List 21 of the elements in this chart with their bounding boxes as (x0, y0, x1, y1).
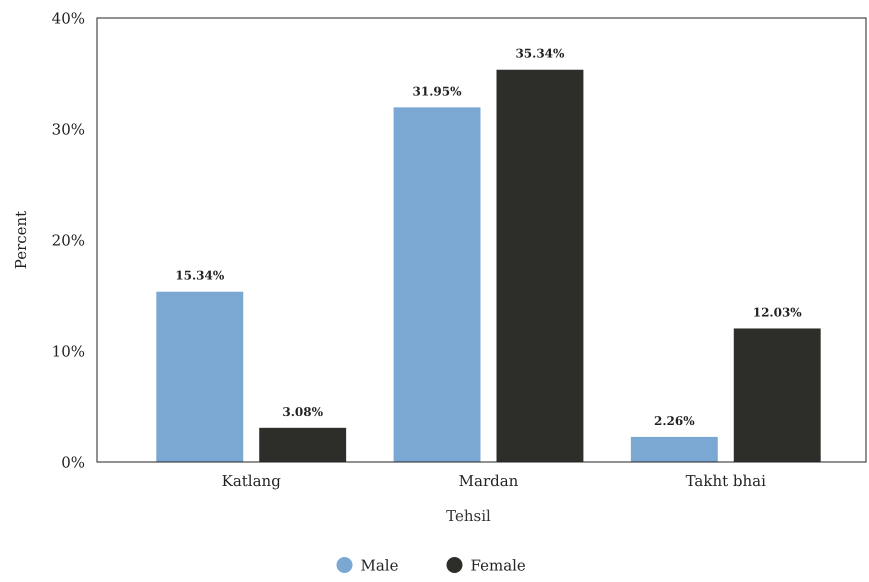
y-tick-label: 0% (61, 453, 85, 472)
x-tick-label: Katlang (222, 472, 282, 490)
x-tick-label: Takht bhai (686, 472, 766, 490)
y-tick-label: 10% (52, 342, 85, 360)
legend-label: Female (470, 556, 526, 574)
data-label: 15.34% (175, 268, 225, 283)
legend-label: Male (360, 556, 399, 574)
data-label: 3.08% (282, 404, 324, 419)
y-tick-label: 40% (52, 9, 85, 28)
data-label: 35.34% (515, 46, 566, 61)
bar (394, 107, 480, 462)
data-label: 31.95% (412, 84, 462, 98)
bar (630, 436, 718, 462)
bar (156, 292, 244, 462)
y-axis-title: Percent (12, 210, 30, 270)
data-label: 2.26% (654, 414, 696, 428)
data-label: 12.03% (752, 305, 802, 320)
y-tick-label: 20% (52, 231, 85, 250)
y-tick-label: 30% (52, 120, 85, 138)
x-axis-title: Tehsil (446, 507, 492, 525)
x-tick-label: Mardan (458, 472, 519, 490)
